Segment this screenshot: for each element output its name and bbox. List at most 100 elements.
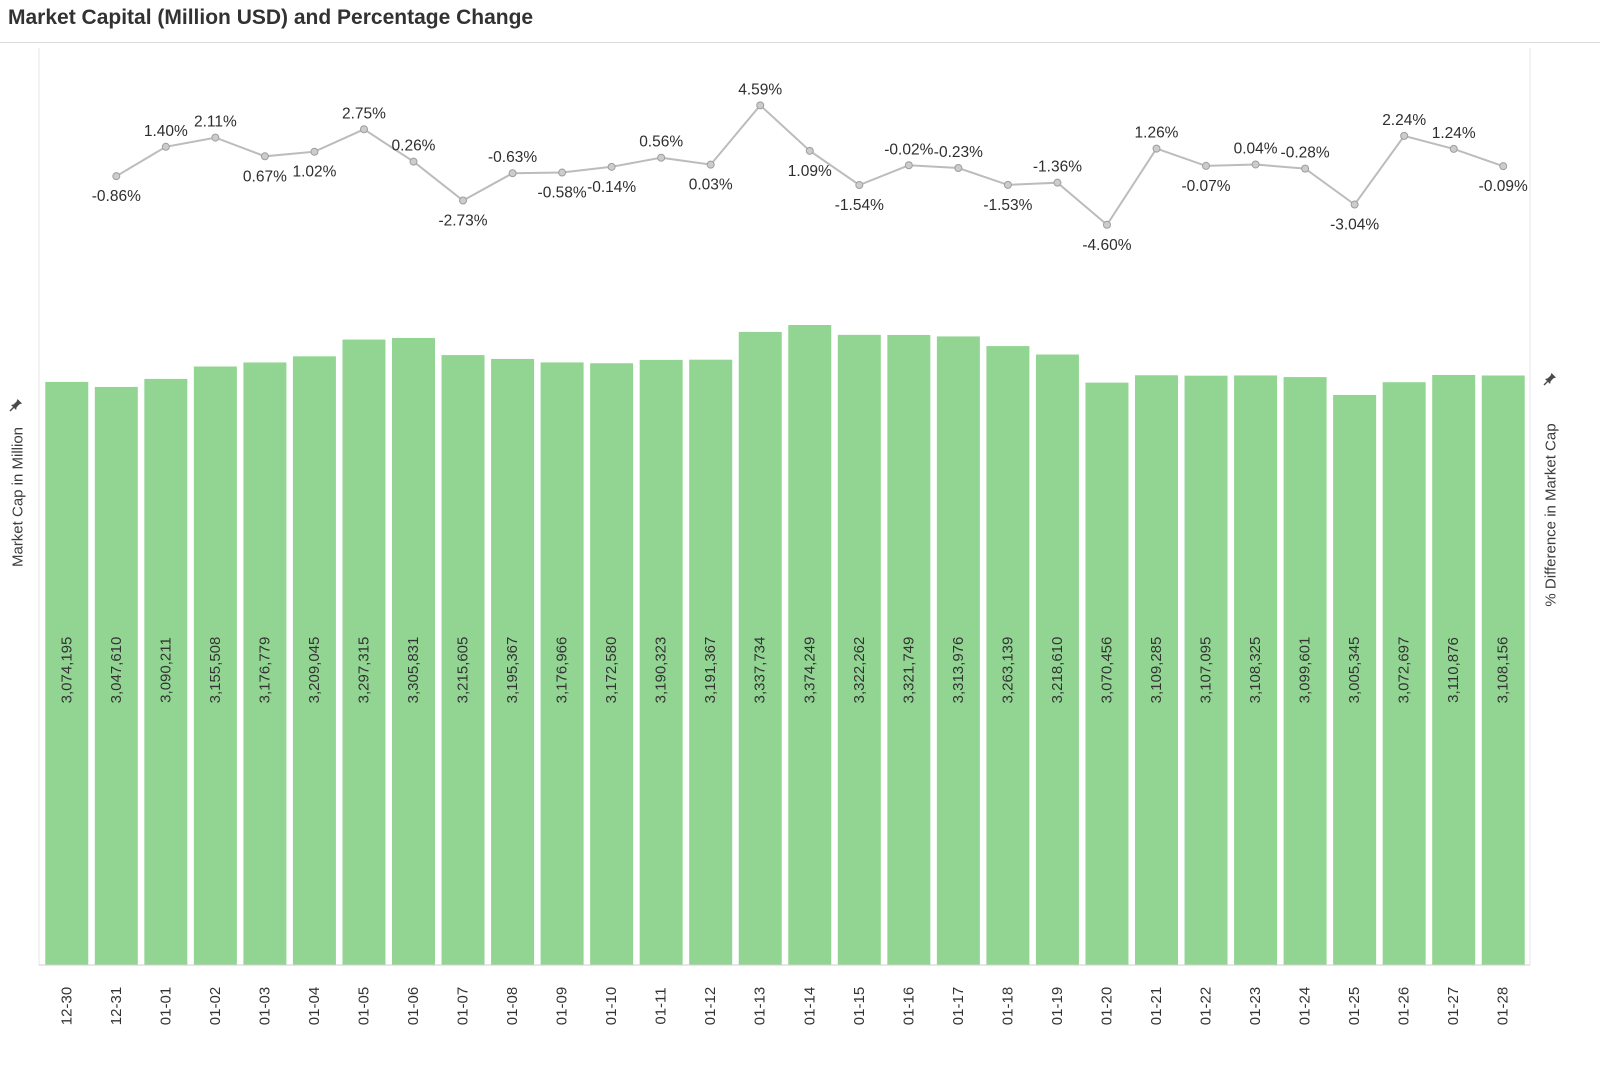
line-point[interactable] <box>1053 178 1062 187</box>
bar-mark[interactable] <box>292 356 336 965</box>
bar-mark[interactable] <box>1432 374 1476 965</box>
bar-mark[interactable] <box>1481 375 1525 965</box>
bar-mark[interactable] <box>788 325 832 965</box>
line-point[interactable] <box>112 172 121 181</box>
bar-mark[interactable] <box>1184 375 1228 965</box>
x-axis-label: 01-13 <box>752 987 769 1025</box>
line-point[interactable] <box>954 163 963 172</box>
bar-mark[interactable] <box>986 346 1030 965</box>
line-point[interactable] <box>805 146 814 155</box>
bar-mark[interactable] <box>1283 377 1327 965</box>
line-point[interactable] <box>1400 131 1409 140</box>
bar-mark[interactable] <box>1234 375 1278 965</box>
bar-mark[interactable] <box>491 358 535 966</box>
line-point[interactable] <box>904 161 913 170</box>
x-axis-label: 01-05 <box>355 987 372 1025</box>
line-point[interactable] <box>359 125 368 134</box>
bar-mark[interactable] <box>342 339 386 965</box>
x-axis-label: 01-21 <box>1148 987 1165 1025</box>
bar-value-label: 3,263,139 <box>999 637 1016 704</box>
pct-label: -1.53% <box>983 197 1032 214</box>
pct-label: -4.60% <box>1082 237 1131 254</box>
pct-label: 0.56% <box>639 134 683 151</box>
bar-value-label: 3,215,605 <box>455 637 472 704</box>
bar-mark[interactable] <box>1382 382 1426 965</box>
bar-value-label: 3,108,156 <box>1495 637 1512 704</box>
line-point[interactable] <box>1350 200 1359 209</box>
bar-mark[interactable] <box>144 378 188 965</box>
bar-mark[interactable] <box>1333 394 1377 965</box>
x-axis-label: 01-15 <box>851 987 868 1025</box>
bar-value-label: 3,313,976 <box>950 637 967 704</box>
line-point[interactable] <box>211 133 220 142</box>
bar-mark[interactable] <box>540 362 584 965</box>
pct-label: -0.63% <box>488 149 537 166</box>
line-point[interactable] <box>508 169 517 178</box>
bar-mark[interactable] <box>45 381 89 965</box>
x-axis-label: 01-04 <box>306 987 323 1025</box>
pct-label: 1.26% <box>1135 125 1179 142</box>
x-axis-label: 01-03 <box>256 987 273 1025</box>
bar-value-label: 3,195,367 <box>504 637 521 704</box>
line-point[interactable] <box>260 152 269 161</box>
line-point[interactable] <box>855 181 864 190</box>
bar-mark[interactable] <box>887 334 931 965</box>
bar-value-label: 3,108,325 <box>1247 637 1264 704</box>
pct-label: 4.59% <box>738 81 782 98</box>
line-point[interactable] <box>607 162 616 171</box>
line-point[interactable] <box>409 157 418 166</box>
pct-label: -1.36% <box>1033 159 1082 176</box>
line-point[interactable] <box>1202 161 1211 170</box>
pct-label: -0.86% <box>92 188 141 205</box>
line-point[interactable] <box>706 160 715 169</box>
x-axis-label: 12-30 <box>58 987 75 1025</box>
line-point[interactable] <box>1003 180 1012 189</box>
x-axis-label: 01-23 <box>1247 987 1264 1025</box>
pct-label: 0.26% <box>392 138 436 155</box>
bar-mark[interactable] <box>193 366 237 965</box>
bar-mark[interactable] <box>837 334 881 965</box>
bar-value-label: 3,047,610 <box>108 637 125 704</box>
line-point[interactable] <box>1102 220 1111 229</box>
bar-mark[interactable] <box>243 362 287 966</box>
pct-label: 1.02% <box>292 164 336 181</box>
bar-mark[interactable] <box>441 355 485 965</box>
pct-label: 2.75% <box>342 105 386 122</box>
bar-mark[interactable] <box>936 336 980 965</box>
pct-label: -0.23% <box>934 144 983 161</box>
line-point[interactable] <box>657 153 666 162</box>
bar-mark[interactable] <box>738 331 782 965</box>
line-point[interactable] <box>558 168 567 177</box>
bar-value-label: 3,099,601 <box>1297 637 1314 704</box>
x-axis-label: 01-16 <box>900 987 917 1025</box>
chart-title: Market Capital (Million USD) and Percent… <box>8 6 534 29</box>
x-axis-label: 01-12 <box>702 987 719 1025</box>
line-point[interactable] <box>1251 160 1260 169</box>
line-point[interactable] <box>756 101 765 110</box>
line-point[interactable] <box>161 142 170 151</box>
pin-icon[interactable] <box>1543 372 1557 386</box>
line-point[interactable] <box>310 147 319 156</box>
line-point[interactable] <box>1301 164 1310 173</box>
line-point[interactable] <box>1499 162 1508 171</box>
bar-mark[interactable] <box>1085 382 1129 965</box>
bar-mark[interactable] <box>1135 375 1178 965</box>
bar-mark[interactable] <box>392 337 435 966</box>
line-point[interactable] <box>459 196 468 205</box>
x-axis-label: 01-14 <box>801 987 818 1025</box>
line-point[interactable] <box>1152 144 1161 153</box>
pct-label: -0.58% <box>538 185 587 202</box>
bar-value-label: 3,070,456 <box>1098 637 1115 704</box>
pct-label: 0.67% <box>243 168 287 185</box>
bar-mark[interactable] <box>590 363 634 965</box>
x-axis-label: 01-17 <box>950 987 967 1025</box>
bar-mark[interactable] <box>689 359 733 965</box>
pct-label: 2.11% <box>194 114 237 131</box>
bar-value-label: 3,305,831 <box>405 637 422 704</box>
line-point[interactable] <box>1449 144 1458 153</box>
pin-icon[interactable] <box>9 398 23 412</box>
bar-mark[interactable] <box>1035 354 1079 965</box>
bar-mark[interactable] <box>94 386 138 965</box>
bar-value-label: 3,155,508 <box>207 637 224 704</box>
bar-mark[interactable] <box>639 359 683 965</box>
